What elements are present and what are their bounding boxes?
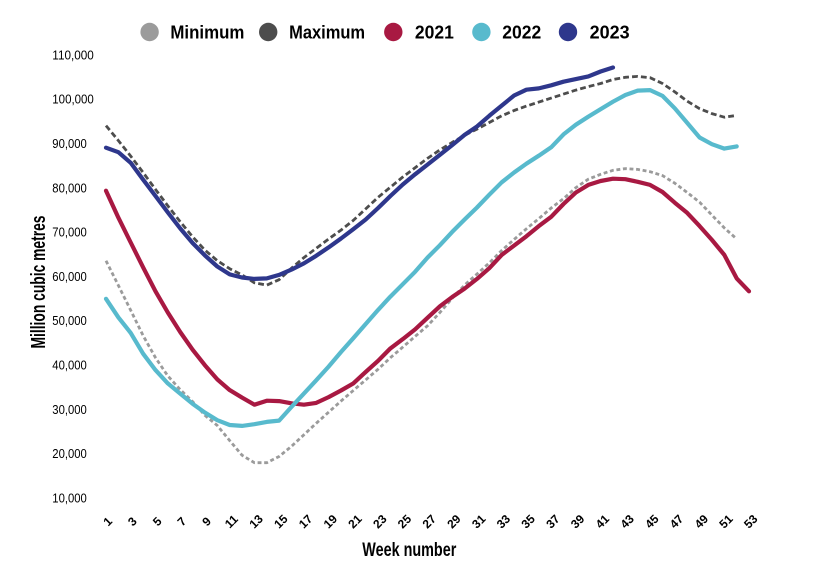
svg-text:90,000: 90,000 bbox=[52, 136, 87, 151]
svg-text:30,000: 30,000 bbox=[52, 402, 87, 417]
svg-text:2022: 2022 bbox=[502, 23, 541, 43]
svg-text:2023: 2023 bbox=[590, 23, 630, 43]
svg-text:100,000: 100,000 bbox=[52, 92, 94, 107]
svg-text:40,000: 40,000 bbox=[52, 358, 87, 373]
svg-text:60,000: 60,000 bbox=[52, 269, 87, 284]
svg-text:70,000: 70,000 bbox=[52, 225, 87, 240]
svg-text:Million cubic metres: Million cubic metres bbox=[28, 216, 50, 349]
svg-text:50,000: 50,000 bbox=[52, 313, 87, 328]
svg-text:Week number: Week number bbox=[362, 540, 456, 561]
svg-text:Maximum: Maximum bbox=[289, 23, 365, 43]
svg-text:10,000: 10,000 bbox=[52, 490, 87, 505]
svg-text:Minimum: Minimum bbox=[170, 23, 244, 43]
svg-text:110,000: 110,000 bbox=[52, 47, 94, 62]
svg-text:2021: 2021 bbox=[415, 23, 454, 43]
svg-text:20,000: 20,000 bbox=[52, 446, 87, 461]
svg-text:80,000: 80,000 bbox=[52, 180, 87, 195]
